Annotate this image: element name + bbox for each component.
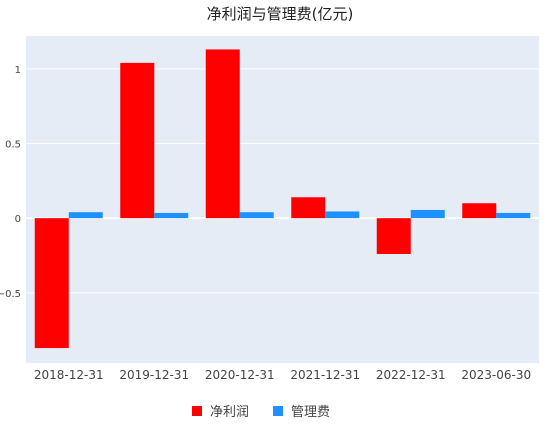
bar-net-profit-1[interactable] <box>120 62 155 219</box>
bar-admin-expense-5[interactable] <box>496 212 531 219</box>
x-axis: 2018-12-31 2019-12-31 2020-12-31 2021-12-31… <box>34 368 531 382</box>
bar-net-profit-2[interactable] <box>205 49 240 219</box>
x-tick-label: 2023-06-30 <box>461 368 531 382</box>
bar-net-profit-5[interactable] <box>462 203 497 219</box>
chart-title: 净利润与管理费(亿元) <box>207 5 354 23</box>
legend-swatch-0 <box>192 406 202 416</box>
grid-lines <box>26 68 539 294</box>
x-tick-label: 2019-12-31 <box>119 368 189 382</box>
x-tick-label: 2018-12-31 <box>34 368 104 382</box>
bar-admin-expense-2[interactable] <box>239 212 274 219</box>
x-tick-label: 2022-12-31 <box>376 368 446 382</box>
y-tick-label: 1 <box>15 65 21 76</box>
bar-net-profit-4[interactable] <box>376 218 411 254</box>
legend: 净利润 管理费 <box>192 405 330 420</box>
x-tick-label: 2020-12-31 <box>205 368 275 382</box>
plot-area <box>26 36 539 363</box>
bar-admin-expense-3[interactable] <box>325 211 360 219</box>
bar-net-profit-0[interactable] <box>34 218 69 349</box>
bars <box>34 49 531 349</box>
legend-swatch-1 <box>273 406 283 416</box>
bar-admin-expense-4[interactable] <box>410 209 445 219</box>
legend-label-0[interactable]: 净利润 <box>210 405 249 420</box>
y-tick-label: 0 <box>15 214 21 225</box>
y-axis: −0.5 0 0.5 1 <box>0 65 21 300</box>
bar-admin-expense-1[interactable] <box>154 212 189 219</box>
y-tick-label: −0.5 <box>0 289 21 300</box>
x-tick-label: 2021-12-31 <box>290 368 360 382</box>
bar-net-profit-3[interactable] <box>291 197 326 219</box>
y-tick-label: 0.5 <box>5 140 21 151</box>
bar-admin-expense-0[interactable] <box>68 212 103 219</box>
legend-label-1[interactable]: 管理费 <box>291 405 330 420</box>
